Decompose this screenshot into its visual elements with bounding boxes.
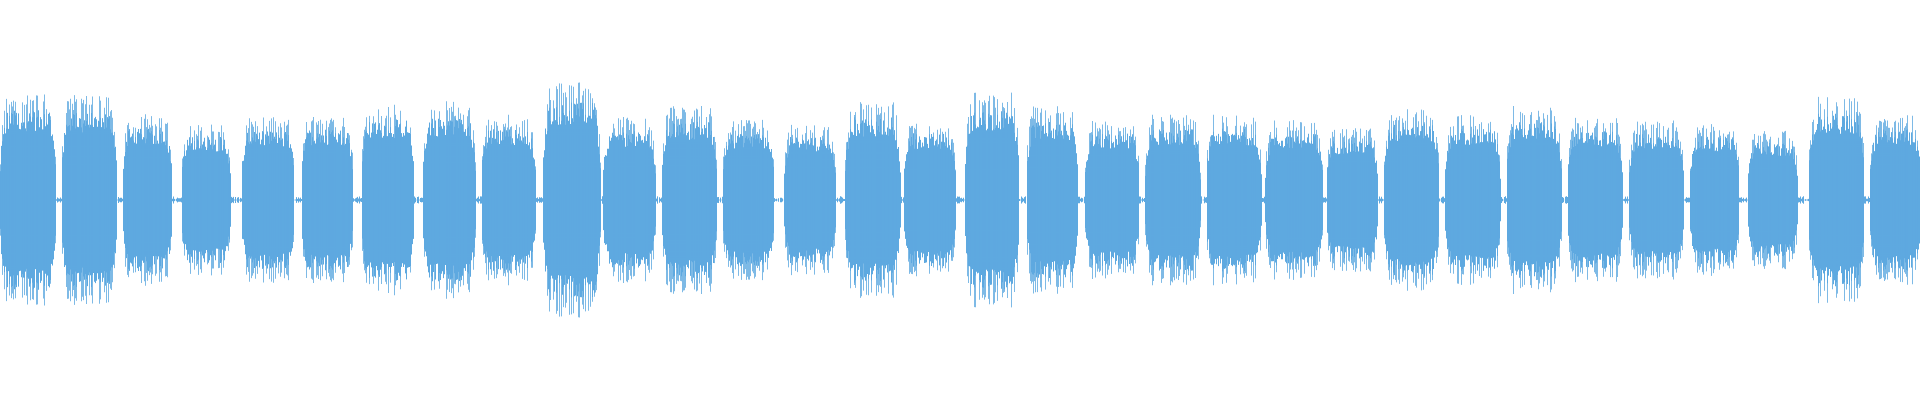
waveform-peaks [0, 82, 1918, 318]
